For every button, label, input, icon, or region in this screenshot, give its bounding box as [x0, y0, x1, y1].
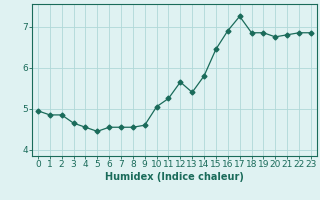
- X-axis label: Humidex (Indice chaleur): Humidex (Indice chaleur): [105, 172, 244, 182]
